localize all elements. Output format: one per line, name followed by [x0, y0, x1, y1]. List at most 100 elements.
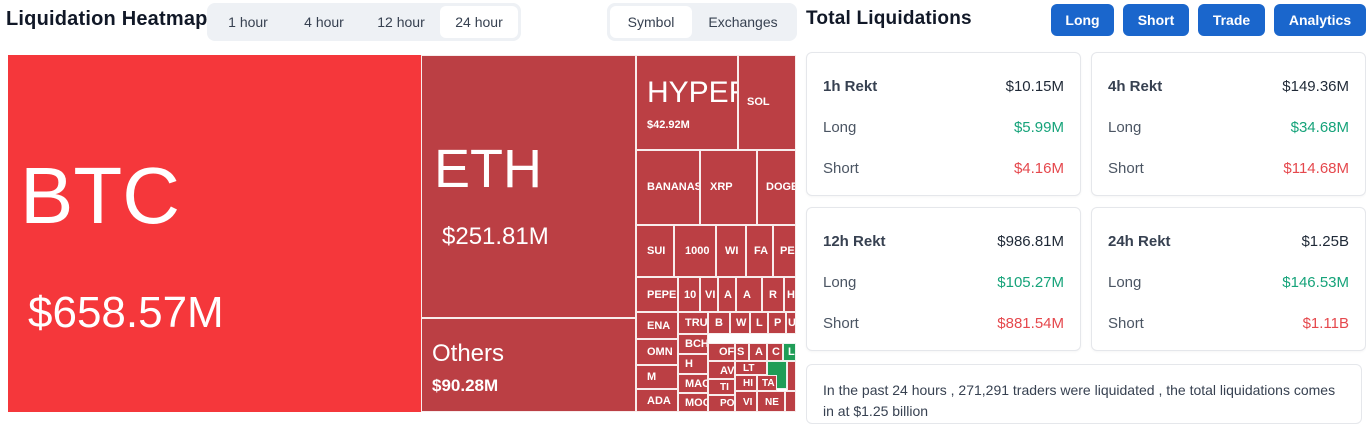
tile-omn-symbol: OMN: [647, 346, 673, 358]
tile-a3[interactable]: A: [749, 343, 767, 361]
tile-l1[interactable]: L: [750, 312, 768, 334]
tile-r-symbol: R: [769, 289, 777, 301]
tile-h2-symbol: H: [685, 358, 693, 370]
tile-others-value: $90.28M: [432, 376, 499, 395]
card-12h-total: $986.81M: [997, 233, 1064, 250]
page-title: Liquidation Heatmap: [6, 8, 208, 30]
tab-4-hour[interactable]: 4 hour: [304, 14, 344, 30]
card-24h-long-label: Long: [1108, 274, 1142, 291]
tab-1-hour[interactable]: 1 hour: [228, 14, 268, 30]
tile-a1[interactable]: A: [718, 277, 736, 312]
tile-fa-symbol: FA: [754, 245, 769, 257]
tile-bananas[interactable]: BANANAS: [636, 150, 700, 225]
card-4h-total: $149.36M: [1282, 78, 1349, 95]
short-button[interactable]: Short: [1123, 4, 1189, 36]
liquidation-heatmap: BTC $658.57M ETH $251.81M Others $90.28M…: [8, 55, 796, 412]
tile-pe-symbol: PE: [780, 245, 795, 257]
tile-wi[interactable]: WI: [716, 225, 746, 277]
tile-m[interactable]: M: [636, 365, 678, 389]
tile-av[interactable]: AV: [708, 361, 735, 379]
tile-po-symbol: PO: [720, 398, 735, 409]
tile-h2[interactable]: H: [678, 354, 708, 374]
tile-pepe-symbol: PEPE: [647, 289, 677, 301]
tile-wi-symbol: WI: [725, 245, 739, 257]
tile-hi[interactable]: HI: [735, 375, 757, 391]
analytics-button[interactable]: Analytics: [1274, 4, 1366, 36]
tile-bch[interactable]: BCH: [678, 334, 708, 354]
tile-vi-symbol: VI: [705, 289, 716, 301]
tile-vi2[interactable]: VI: [735, 391, 757, 412]
tile-l1-symbol: L: [756, 317, 763, 329]
tile-mac-symbol: MAC: [685, 378, 708, 390]
tile-s[interactable]: S: [735, 343, 749, 361]
tile-a2[interactable]: A: [736, 277, 762, 312]
tab-symbol[interactable]: Symbol: [610, 6, 692, 38]
long-button[interactable]: Long: [1051, 4, 1114, 36]
tab-12-hour[interactable]: 12 hour: [377, 14, 425, 30]
tile-u[interactable]: U: [786, 312, 796, 334]
tile-xrp-symbol: XRP: [710, 181, 733, 193]
tile-1000[interactable]: 1000: [674, 225, 716, 277]
tile-sui[interactable]: SUI: [636, 225, 674, 277]
liquidation-summary: In the past 24 hours , 271,291 traders w…: [806, 364, 1362, 424]
tile-of[interactable]: OF: [708, 343, 735, 361]
tile-ena-symbol: ENA: [647, 320, 671, 332]
tile-btc-value: $658.57M: [28, 288, 224, 337]
tile-xrp[interactable]: XRP: [700, 150, 757, 225]
tile-c[interactable]: C: [767, 343, 783, 361]
tile-h1-symbol: H: [787, 289, 795, 301]
tile-p-symbol: P: [774, 317, 782, 329]
tile-moc-symbol: MOC: [685, 397, 707, 409]
tile-ada[interactable]: ADA: [636, 389, 678, 412]
tile-l2[interactable]: L: [783, 343, 796, 361]
tile-others-symbol: Others: [432, 340, 505, 367]
tile-b[interactable]: B: [708, 312, 730, 334]
tile-p[interactable]: P: [768, 312, 786, 334]
tile-others[interactable]: Others $90.28M: [421, 318, 636, 412]
tab-exchanges[interactable]: Exchanges: [708, 14, 778, 30]
tile-ti[interactable]: TI: [708, 379, 735, 395]
tile-b-symbol: B: [715, 317, 723, 329]
tile-small-r[interactable]: [787, 361, 796, 391]
tile-fa[interactable]: FA: [746, 225, 773, 277]
tile-lt[interactable]: LT: [735, 361, 767, 375]
tile-doge[interactable]: DOGE: [757, 150, 796, 225]
tile-mac[interactable]: MAC: [678, 374, 708, 393]
tile-pe[interactable]: PE: [773, 225, 796, 277]
tile-eth[interactable]: ETH $251.81M: [421, 55, 636, 318]
card-4h-short-label: Short: [1108, 160, 1144, 177]
card-12h-rekt: 12h Rekt $986.81M Long $105.27M Short $8…: [806, 207, 1081, 351]
tile-sol[interactable]: SOL: [738, 55, 796, 150]
card-4h-rekt: 4h Rekt $149.36M Long $34.68M Short $114…: [1091, 52, 1366, 196]
tile-10[interactable]: 10: [678, 277, 700, 312]
tile-10-symbol: 10: [684, 289, 697, 301]
tile-hyper[interactable]: HYPER $42.92M: [636, 55, 738, 150]
total-liquidations-title: Total Liquidations: [806, 8, 972, 29]
trade-button[interactable]: Trade: [1198, 4, 1265, 36]
card-12h-title: 12h Rekt: [823, 233, 886, 250]
tile-sui-symbol: SUI: [647, 245, 666, 257]
card-1h-long-label: Long: [823, 119, 857, 136]
tile-po[interactable]: PO: [708, 395, 735, 412]
tile-ta[interactable]: TA: [757, 375, 777, 391]
view-tabs: Symbol Exchanges: [607, 3, 797, 41]
tile-r[interactable]: R: [762, 277, 784, 312]
tile-tru[interactable]: TRU: [678, 312, 708, 334]
tile-h1[interactable]: H: [784, 277, 796, 312]
tile-m-symbol: M: [647, 371, 657, 383]
tile-tiny-end[interactable]: [785, 391, 796, 412]
tile-pepe[interactable]: PEPE: [636, 277, 678, 312]
card-1h-long-value: $5.99M: [1013, 119, 1064, 136]
tile-w[interactable]: W: [730, 312, 750, 334]
tile-vi[interactable]: VI: [700, 277, 718, 312]
card-12h-short-label: Short: [823, 315, 859, 332]
tile-moc[interactable]: MOC: [678, 393, 708, 412]
card-12h-long-label: Long: [823, 274, 857, 291]
tab-24-hour[interactable]: 24 hour: [440, 6, 518, 38]
tile-omn[interactable]: OMN: [636, 339, 678, 365]
tile-btc[interactable]: BTC $658.57M: [8, 55, 421, 412]
tile-bananas-symbol: BANANAS: [647, 181, 700, 193]
card-24h-title: 24h Rekt: [1108, 233, 1171, 250]
tile-ne[interactable]: NE: [757, 391, 785, 412]
tile-ena[interactable]: ENA: [636, 312, 678, 339]
